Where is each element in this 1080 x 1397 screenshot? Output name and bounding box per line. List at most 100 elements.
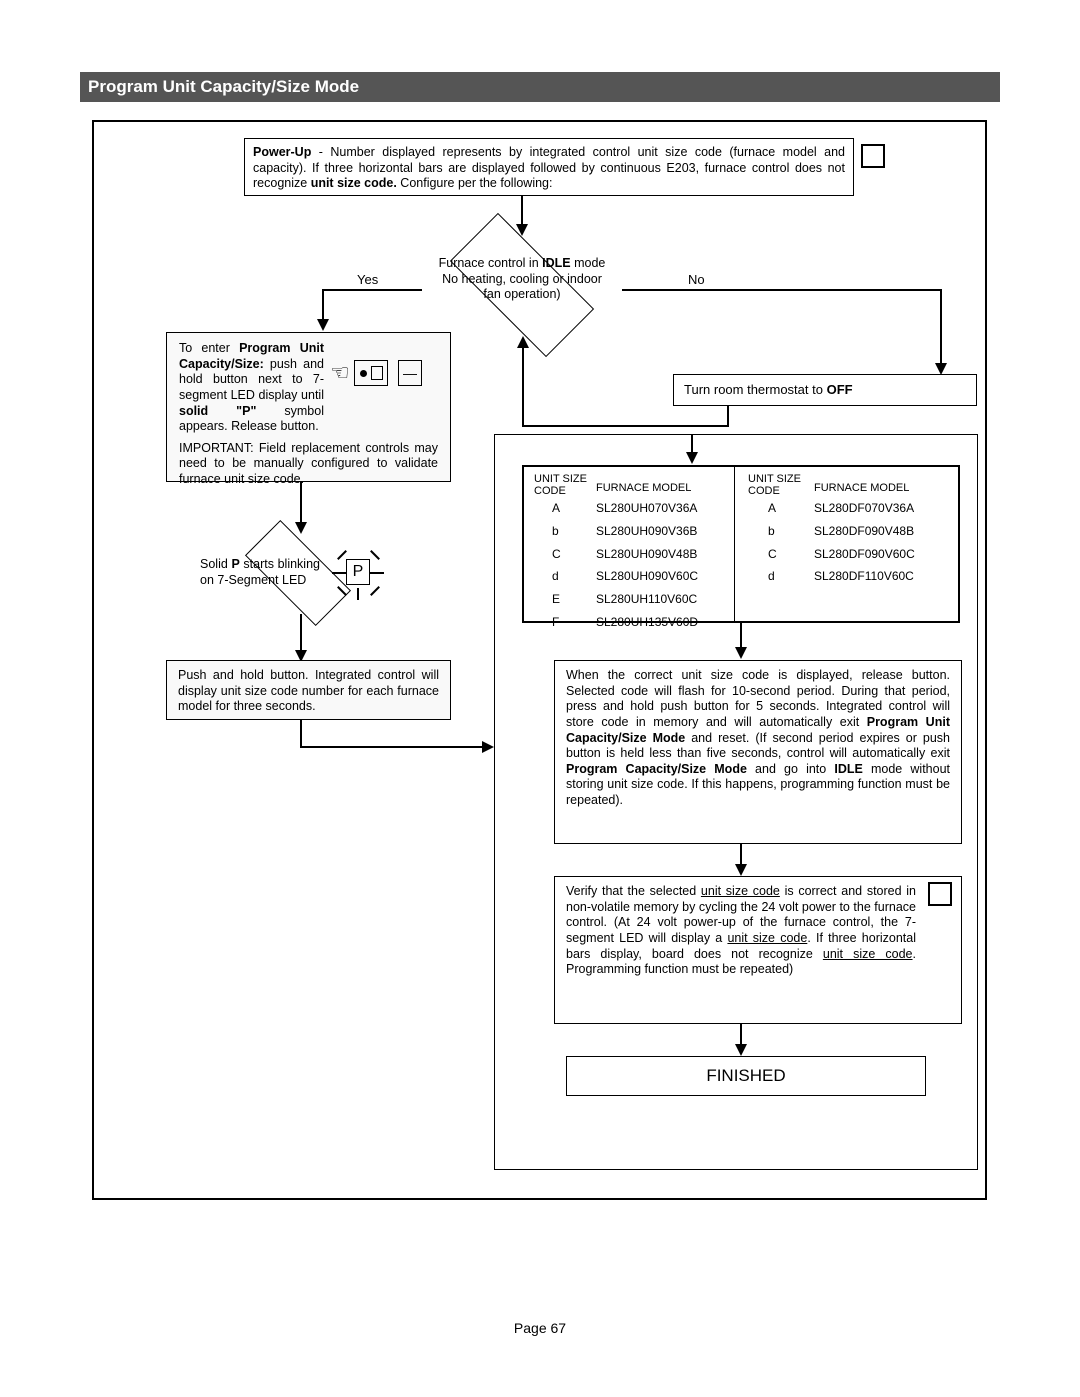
checkbox-icon	[928, 882, 952, 906]
dot-icon	[360, 370, 367, 377]
e1: To enter	[179, 341, 239, 355]
thermostat-box: Turn room thermostat to OFF	[673, 374, 977, 406]
arrow-head-icon	[517, 336, 529, 348]
arrow-head-icon	[735, 647, 747, 659]
left-models: SL280UH070V36A SL280UH090V36B SL280UH090…	[596, 497, 698, 634]
arrow-line	[691, 434, 693, 454]
cell: SL280UH110V60C	[596, 588, 698, 611]
r5: and go into	[747, 762, 834, 776]
table-divider	[734, 467, 735, 621]
arrow-head-icon	[735, 1044, 747, 1056]
cell: C	[768, 543, 777, 566]
thermo-b: OFF	[827, 382, 853, 397]
arrow-line	[300, 746, 484, 748]
left-codes: A b C d E F	[552, 497, 561, 634]
powerup-tail: Configure per the following:	[397, 176, 553, 190]
checkbox-icon	[861, 144, 885, 168]
col-hdr-code: UNIT SIZE CODE	[534, 473, 590, 497]
cell: A	[768, 497, 777, 520]
cell: A	[552, 497, 561, 520]
powerup-bold2: unit size code.	[311, 176, 397, 190]
cell: SL280DF090V48B	[814, 520, 915, 543]
arrow-line	[300, 720, 302, 746]
led-p-icon: P	[346, 559, 370, 585]
solidp-text: Solid P starts blinking on 7-Segment LED	[200, 557, 320, 588]
idle-t1b: mode	[571, 256, 606, 270]
r4: Program Capacity/Size Mode	[566, 762, 747, 776]
arrow-line	[521, 196, 523, 226]
cell: SL280DF070V36A	[814, 497, 915, 520]
v2: unit size code	[701, 884, 780, 898]
cell: b	[552, 520, 561, 543]
idle-t1: Furnace control in	[439, 256, 543, 270]
arrow-head-icon	[686, 452, 698, 464]
col-hdr-code: UNIT SIZE CODE	[748, 473, 804, 497]
page-number: Page 67	[0, 1320, 1080, 1336]
yes-label: Yes	[357, 272, 378, 287]
inner-rect-icon	[371, 366, 383, 380]
arrow-line	[300, 614, 302, 652]
blank-led-icon: —	[398, 360, 422, 386]
press-hand-icon: ☞	[330, 360, 350, 386]
verify-text: Verify that the selected unit size code …	[566, 884, 916, 978]
enter-prog-text: To enter Program Unit Capacity/Size: pus…	[179, 341, 324, 435]
release-box: When the correct unit size code is displ…	[554, 660, 962, 844]
led-p-letter: P	[353, 563, 364, 581]
idle-b: IDLE	[542, 256, 570, 270]
v1: Verify that the selected	[566, 884, 701, 898]
verify-box: Verify that the selected unit size code …	[554, 876, 962, 1024]
powerup-bold: Power-Up	[253, 145, 311, 159]
cell: C	[552, 543, 561, 566]
r6: IDLE	[834, 762, 862, 776]
arrow-line	[522, 425, 729, 427]
push-hold-text: Push and hold button. Integrated control…	[178, 668, 439, 713]
arrow-head-icon	[735, 864, 747, 876]
right-codes: A b C d	[768, 497, 777, 588]
arrow-line	[740, 623, 742, 649]
section-title-text: Program Unit Capacity/Size Mode	[88, 77, 359, 97]
button-module-icon	[354, 360, 388, 386]
col-hdr-model: FURNACE MODEL	[814, 482, 909, 494]
finished-box: FINISHED	[566, 1056, 926, 1096]
enter-program-box: To enter Program Unit Capacity/Size: pus…	[166, 332, 451, 482]
col-hdr-model: FURNACE MODEL	[596, 482, 691, 494]
powerup-box: Power-Up - Number displayed represents b…	[244, 138, 854, 196]
cell: E	[552, 588, 561, 611]
arrow-line	[300, 482, 302, 524]
no-label: No	[688, 272, 705, 287]
led-connector	[332, 572, 346, 574]
cell: SL280UH090V36B	[596, 520, 698, 543]
cell: SL280DF110V60C	[814, 565, 915, 588]
thermo-t: Turn room thermostat to	[684, 382, 827, 397]
led-ray	[370, 572, 384, 574]
unit-size-table: UNIT SIZE CODE FURNACE MODEL A b C d E F…	[522, 465, 960, 623]
led-ray	[357, 588, 359, 600]
arrow-line	[322, 289, 324, 321]
idle-decision-text: Furnace control in IDLE mode No heating,…	[432, 256, 612, 303]
cell: b	[768, 520, 777, 543]
cell: SL280UH135V60D	[596, 611, 698, 634]
v6: unit size code	[823, 947, 913, 961]
right-models: SL280DF070V36A SL280DF090V48B SL280DF090…	[814, 497, 915, 588]
idle-t2: No heating, cooling or indoor fan operat…	[442, 272, 602, 302]
arrow-line	[622, 289, 942, 291]
enter-important: IMPORTANT: Field replacement controls ma…	[179, 441, 438, 488]
arrow-line	[522, 347, 524, 427]
cell: SL280DF090V60C	[814, 543, 915, 566]
arrow-head-icon	[295, 522, 307, 534]
arrow-line	[322, 289, 422, 291]
cell: d	[552, 565, 561, 588]
section-title: Program Unit Capacity/Size Mode	[80, 72, 1000, 102]
cell: SL280UH090V60C	[596, 565, 698, 588]
arrow-line	[940, 289, 942, 365]
arrow-line	[740, 844, 742, 866]
e4: solid "P"	[179, 404, 256, 418]
finished-text: FINISHED	[706, 1065, 785, 1086]
arrow-head-icon	[317, 319, 329, 331]
cell: SL280UH070V36A	[596, 497, 698, 520]
cell: d	[768, 565, 777, 588]
cell: F	[552, 611, 561, 634]
sp2: P	[231, 557, 239, 571]
cell: SL280UH090V48B	[596, 543, 698, 566]
arrow-line	[727, 405, 729, 425]
